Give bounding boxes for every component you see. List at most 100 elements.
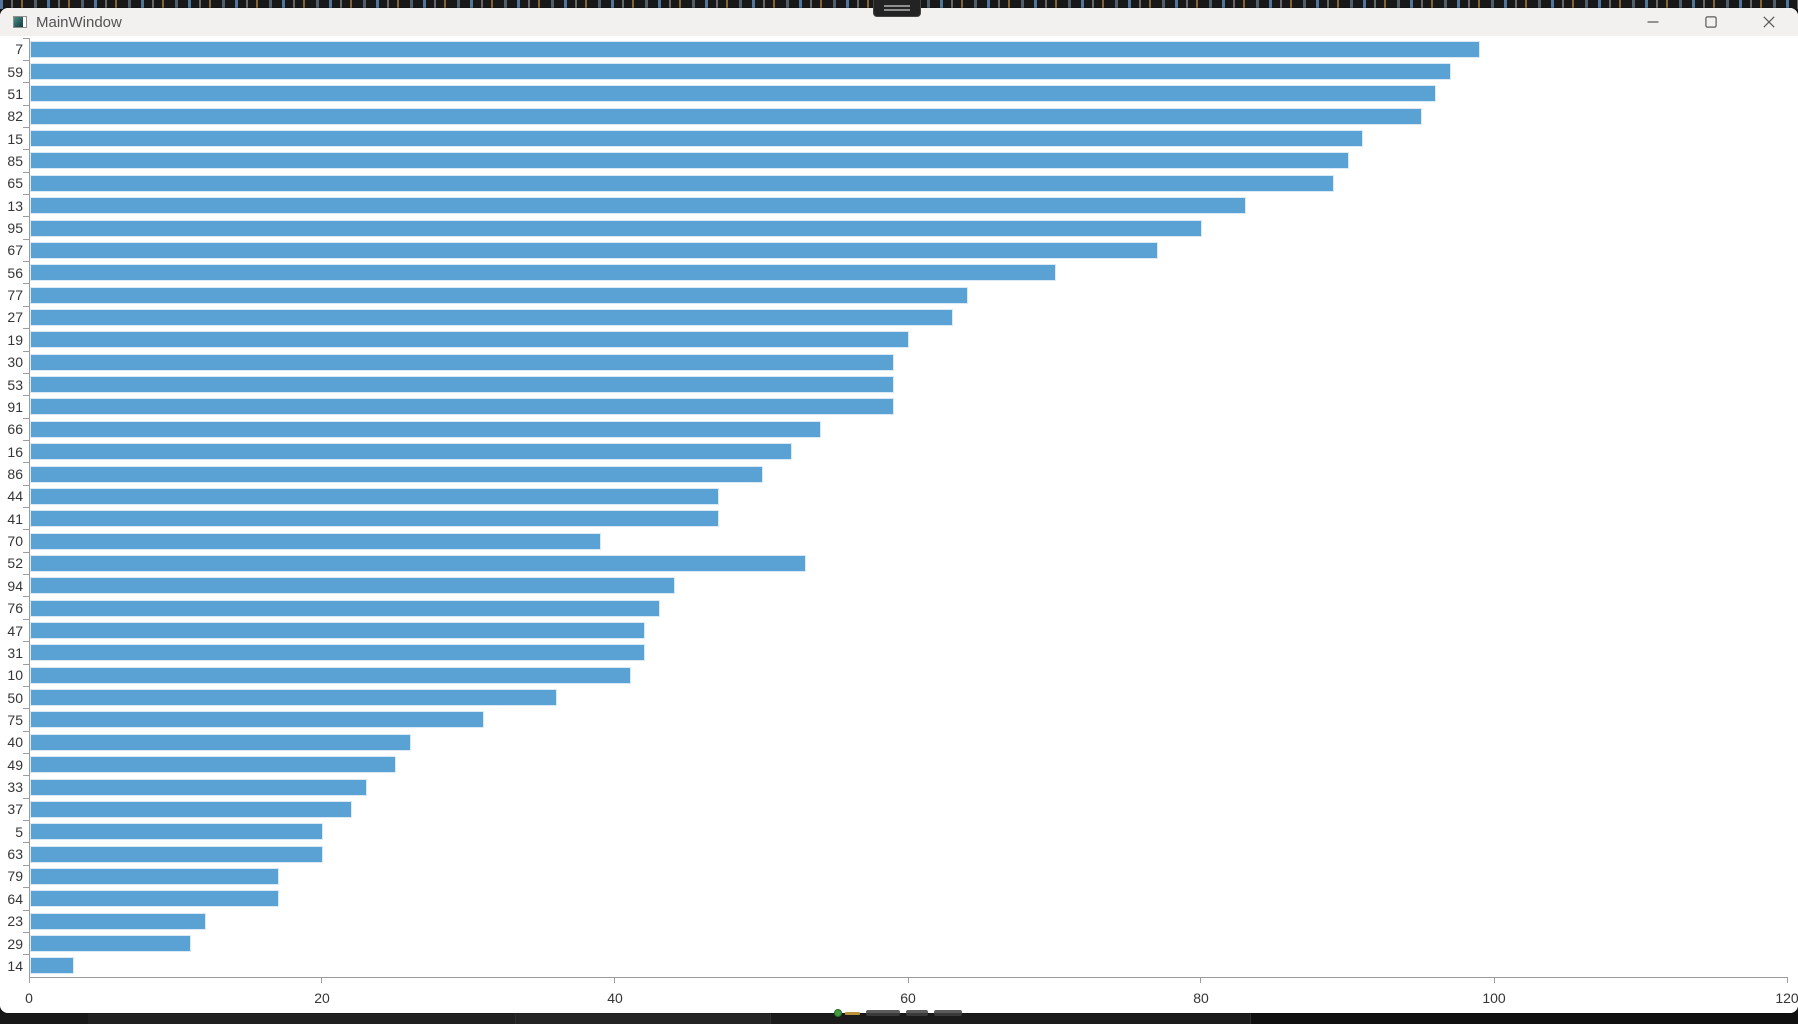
- y-axis-label: 23: [7, 913, 23, 930]
- bar: [30, 622, 646, 640]
- bar: [30, 40, 1481, 58]
- close-button[interactable]: [1740, 8, 1798, 36]
- screen-toolbar-drag-handle[interactable]: [873, 0, 921, 17]
- y-axis-label: 19: [7, 331, 23, 348]
- illegible-text-fragment: [934, 1010, 962, 1016]
- bar: [30, 577, 675, 595]
- bar: [30, 800, 353, 818]
- bar-row: 27: [7, 305, 1788, 328]
- bar-row: 77: [7, 283, 1788, 306]
- bar: [30, 532, 602, 550]
- bar: [30, 63, 1452, 81]
- close-icon: [1763, 16, 1775, 28]
- bar: [30, 510, 719, 528]
- bar: [30, 778, 367, 796]
- y-axis-label: 85: [7, 152, 23, 169]
- y-axis-label: 56: [7, 264, 23, 281]
- bar-row: 15: [7, 126, 1788, 149]
- drag-handle-icon: [884, 5, 910, 7]
- x-axis: 0 20 40 60 80 100 120: [25, 978, 1798, 1012]
- bar-row: 7: [15, 37, 1788, 60]
- y-axis-label: 95: [7, 220, 23, 237]
- bar-row: 82: [7, 104, 1788, 127]
- bar: [30, 689, 558, 707]
- bar-row: 86: [7, 462, 1788, 485]
- bar-row: 40: [7, 730, 1788, 753]
- y-axis-label: 75: [7, 711, 23, 728]
- bar-row: 10: [7, 663, 1788, 686]
- y-axis-label: 16: [7, 443, 23, 460]
- y-axis-label: 29: [7, 935, 23, 952]
- bar-row: 59: [7, 59, 1788, 82]
- maximize-button[interactable]: [1682, 8, 1740, 36]
- bar: [30, 666, 631, 684]
- bar: [30, 152, 1349, 170]
- y-axis-label: 30: [7, 354, 23, 371]
- y-axis-label: 5: [15, 823, 23, 840]
- bar-row: 94: [7, 574, 1788, 597]
- bar: [30, 331, 909, 349]
- bar: [30, 867, 280, 885]
- bar-row: 66: [7, 417, 1788, 440]
- app-window-icon: [13, 16, 27, 28]
- bar: [30, 264, 1056, 282]
- x-axis-tick-label: 120: [1775, 990, 1798, 1006]
- bar-row: 50: [7, 685, 1788, 708]
- bar: [30, 376, 895, 394]
- y-axis-label: 63: [7, 846, 23, 863]
- bar-row: 56: [7, 261, 1788, 284]
- bar: [30, 644, 646, 662]
- bar-row: 44: [7, 484, 1788, 507]
- y-axis-label: 49: [7, 756, 23, 773]
- bar: [30, 107, 1422, 125]
- bar: [30, 286, 968, 304]
- minimize-button[interactable]: [1624, 8, 1682, 36]
- bar: [30, 241, 1159, 259]
- bar: [30, 465, 763, 483]
- drag-handle-icon: [884, 9, 910, 11]
- bar: [30, 957, 74, 975]
- y-axis-label: 41: [7, 510, 23, 527]
- y-axis-label: 10: [7, 667, 23, 684]
- bar-row: 70: [7, 529, 1788, 552]
- chart-canvas: 7 59 51 82 15 85 65 13 95 67 56 77 27 19 30 53 91 66 16 86 4…: [0, 36, 1798, 1013]
- bar-row: 53: [7, 372, 1788, 395]
- y-axis-label: 52: [7, 555, 23, 572]
- bar: [30, 219, 1202, 237]
- bar: [30, 599, 660, 617]
- background-status-fragment: [834, 1007, 962, 1019]
- bar: [30, 711, 485, 729]
- bar-row: 41: [7, 507, 1788, 530]
- bar: [30, 197, 1246, 215]
- bar-row: 79: [7, 864, 1788, 887]
- illegible-text-fragment: [906, 1010, 928, 1016]
- bar-row: 33: [7, 775, 1788, 798]
- bar: [30, 554, 807, 572]
- bar-row: 31: [7, 641, 1788, 664]
- x-axis-tick-label: 20: [314, 990, 330, 1006]
- y-axis-label: 53: [7, 376, 23, 393]
- green-dot-icon: [834, 1009, 842, 1017]
- illegible-text-fragment: [866, 1010, 900, 1016]
- bar-row: 23: [7, 909, 1788, 932]
- bar: [30, 130, 1364, 148]
- bar-row: 63: [7, 842, 1788, 865]
- y-axis-label: 27: [7, 309, 23, 326]
- y-axis-label: 94: [7, 577, 23, 594]
- y-axis-label: 59: [7, 63, 23, 80]
- bar: [30, 308, 953, 326]
- y-axis-label: 91: [7, 398, 23, 415]
- main-window: MainWindow 7 59 51 82 15 85 65 13 95 67 56: [0, 8, 1798, 1013]
- y-axis-label: 50: [7, 689, 23, 706]
- bar-row: 67: [7, 238, 1788, 261]
- bar-row: 91: [7, 395, 1788, 418]
- y-axis-label: 15: [7, 130, 23, 147]
- bar-row: 30: [7, 350, 1788, 373]
- y-axis-label: 7: [15, 41, 23, 58]
- y-axis-label: 65: [7, 175, 23, 192]
- bar: [30, 420, 822, 438]
- bar: [30, 353, 895, 371]
- y-axis-label: 86: [7, 466, 23, 482]
- bar-row: 13: [7, 194, 1788, 217]
- y-axis-label: 44: [7, 488, 23, 505]
